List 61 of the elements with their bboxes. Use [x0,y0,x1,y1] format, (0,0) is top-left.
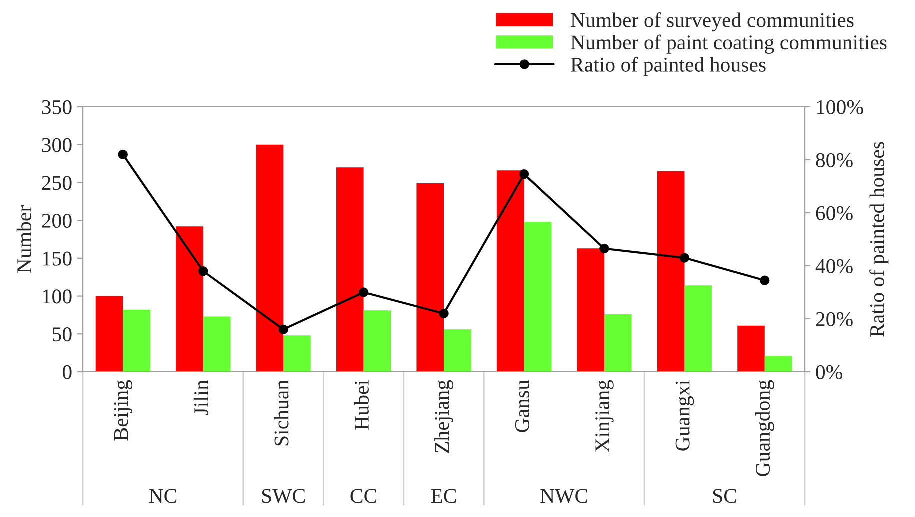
legend-label: Number of paint coating communities [571,34,887,54]
legend-label: Number of surveyed communities [571,12,854,32]
bar [524,222,552,372]
text: NWC [540,489,588,504]
y2-tick-label: 60% [816,206,853,220]
bar [123,310,150,372]
bar [764,356,792,372]
y2-tick-label: 40% [816,259,853,274]
point [519,169,530,180]
y2-tick-label: 100% [817,100,864,114]
y-tick-label: 200 [42,214,72,228]
y2-tick-label: 80% [816,153,853,168]
point [439,308,449,319]
text: SC [713,489,736,504]
bar [684,286,712,372]
text: EC [431,489,456,504]
x-tick-label: Sichuan [274,380,289,446]
y-tick-label: 150 [43,252,72,266]
y2-tick-label: 20% [816,312,853,326]
bar [444,330,472,372]
bar [577,248,604,372]
x-tick-label: Jilin [194,380,209,416]
y-tick-label: 0 [62,365,72,380]
y-tick-label: 300 [42,138,72,152]
point [278,324,288,334]
y-axis-title: Number [16,206,32,274]
text: SWC [262,489,305,504]
text: NC [149,489,177,504]
text: CC [350,489,377,504]
x-tick-label: Guangdong [755,380,774,476]
y2-tick-label: 0% [816,365,842,380]
point [680,253,690,263]
bar [364,310,392,372]
x-tick-label: Zhejiang [434,380,454,453]
bar [416,183,444,372]
x-tick-label: Guangxi [676,380,694,451]
bar [738,326,765,372]
y-tick-label: 100 [43,290,72,304]
bar [256,144,284,372]
point [760,276,770,286]
point [358,288,369,298]
point [118,150,128,160]
y2-axis-title: Ratio of painted houses [870,142,889,337]
bar [284,336,311,372]
bar [96,296,124,372]
x-tick-label: Gansu [515,380,530,432]
x-tick-label: Beijing [114,380,133,441]
bar [496,170,524,372]
x-tick-label: Xinjiang [596,380,614,452]
bar [604,314,632,372]
bar [176,226,204,372]
point [198,266,208,276]
point [600,244,610,254]
bar [203,316,231,372]
y-tick-label: 250 [42,176,72,190]
y-tick-label: 50 [52,328,72,342]
x-tick-label: Hubei [354,380,369,430]
bar [657,171,685,372]
bar [336,168,364,372]
y-tick-label: 350 [42,100,72,114]
legend-label: Ratio of painted houses [571,57,766,76]
